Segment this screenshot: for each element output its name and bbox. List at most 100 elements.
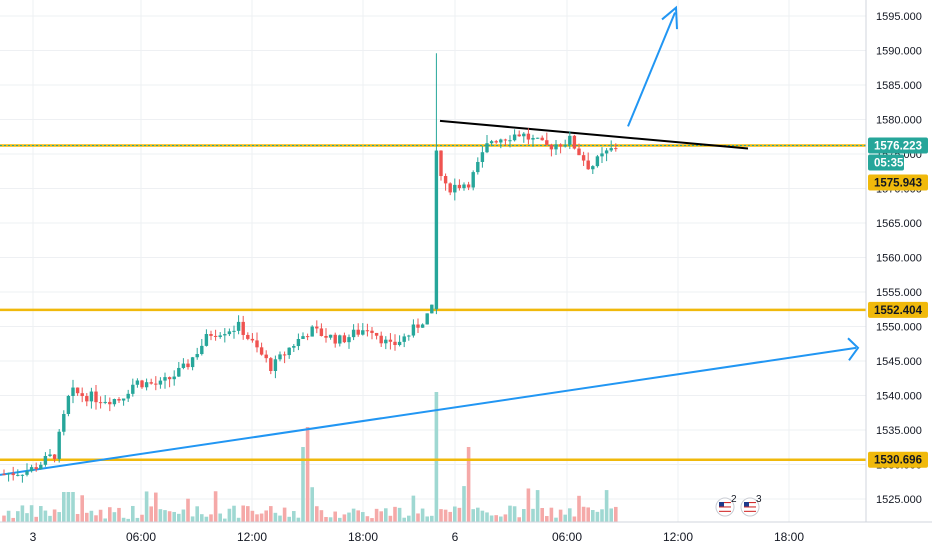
y-tick-label: 1555.000	[876, 287, 922, 299]
trend-lines[interactable]	[0, 5, 860, 476]
candle	[16, 469, 20, 477]
candle-body	[287, 347, 291, 356]
candle	[11, 466, 15, 481]
candle	[568, 131, 572, 150]
candle-body	[545, 140, 549, 145]
time-scale[interactable]: 3 06:00 12:00 18:00 6 06:00 12:00 18:00	[30, 530, 805, 544]
candle	[20, 474, 25, 483]
candle-body	[264, 354, 268, 359]
volume-bar	[71, 492, 75, 522]
candle	[416, 318, 420, 333]
volume-bar	[181, 509, 186, 522]
candle-body	[522, 133, 526, 137]
candle-body	[591, 166, 595, 170]
candle-body	[195, 354, 199, 358]
candle-body	[255, 340, 259, 348]
candle-body	[57, 431, 61, 459]
candle-body	[407, 335, 411, 337]
candle	[614, 143, 618, 152]
horizontal-levels[interactable]	[0, 144, 866, 461]
candle-body	[135, 380, 140, 385]
candle-body	[11, 473, 15, 476]
volume-bar	[549, 507, 554, 522]
candle	[558, 143, 563, 154]
y-tick-label: 1580.000	[876, 115, 922, 127]
volume-bar	[167, 511, 172, 522]
candle	[158, 377, 163, 389]
candle-body	[305, 336, 310, 338]
candle-body	[75, 387, 80, 394]
volume-bar	[94, 515, 98, 522]
candle-body	[98, 402, 103, 404]
candle	[388, 333, 393, 350]
price-scale[interactable]: 1525.0001530.0001535.0001540.0001545.000…	[876, 11, 922, 506]
volume-bar	[80, 495, 84, 522]
volume-bar	[453, 506, 457, 522]
candle-body	[144, 382, 149, 388]
candle-body	[48, 454, 52, 457]
candle-body	[282, 354, 287, 356]
candle	[144, 378, 149, 391]
volume-bar	[172, 511, 176, 522]
candle-body	[581, 155, 586, 161]
volume-bar	[121, 517, 126, 522]
candle-body	[549, 144, 554, 150]
candle-body	[485, 143, 489, 153]
candle-body	[568, 135, 572, 145]
volume-bar	[163, 510, 167, 522]
flag-canton	[744, 502, 749, 507]
volume-bar	[568, 508, 572, 522]
volume-bar	[25, 513, 29, 522]
candle-body	[563, 144, 567, 147]
volume-bar	[370, 518, 374, 522]
candle	[94, 384, 98, 410]
price-tag-text: 1576.223	[874, 141, 922, 153]
volume-bar	[75, 513, 80, 522]
candle-body	[223, 334, 227, 336]
candle	[269, 356, 273, 375]
candle-body	[43, 456, 48, 465]
candle-body	[471, 172, 475, 188]
candle	[287, 347, 291, 359]
candle	[181, 358, 186, 370]
candle	[361, 323, 365, 336]
candle	[591, 165, 595, 175]
volume-bar	[554, 517, 558, 522]
candle	[535, 137, 540, 139]
candle-body	[393, 341, 397, 346]
candle-body	[517, 134, 521, 137]
candle-body	[94, 391, 98, 403]
candle-body	[365, 330, 370, 332]
candle	[439, 150, 443, 181]
volume-bar	[310, 487, 314, 522]
x-tick-label: 18:00	[348, 530, 378, 544]
candle-body	[167, 377, 172, 380]
candle-body	[443, 176, 448, 184]
candle	[595, 154, 600, 168]
candle-body	[379, 335, 383, 344]
candle-body	[241, 321, 245, 335]
candle	[476, 157, 480, 175]
candle	[370, 326, 374, 340]
candle-body	[374, 332, 379, 336]
candle-body	[430, 304, 434, 314]
volume-bar	[563, 514, 567, 522]
event-marker: 3	[740, 494, 762, 517]
projection-arrowhead	[661, 5, 678, 30]
candle-body	[388, 339, 393, 342]
volume-bar	[393, 506, 397, 522]
candle-body	[351, 329, 356, 338]
candle-body	[453, 184, 457, 193]
candle-body	[425, 313, 429, 325]
volume-bar	[259, 513, 264, 522]
candle-body	[457, 184, 462, 189]
price-tag-current	[868, 137, 928, 154]
candle	[342, 332, 347, 344]
volume-bar	[305, 427, 310, 522]
volume-bar	[384, 508, 388, 522]
volume-bar	[186, 498, 190, 522]
flag-stripe	[744, 504, 756, 506]
